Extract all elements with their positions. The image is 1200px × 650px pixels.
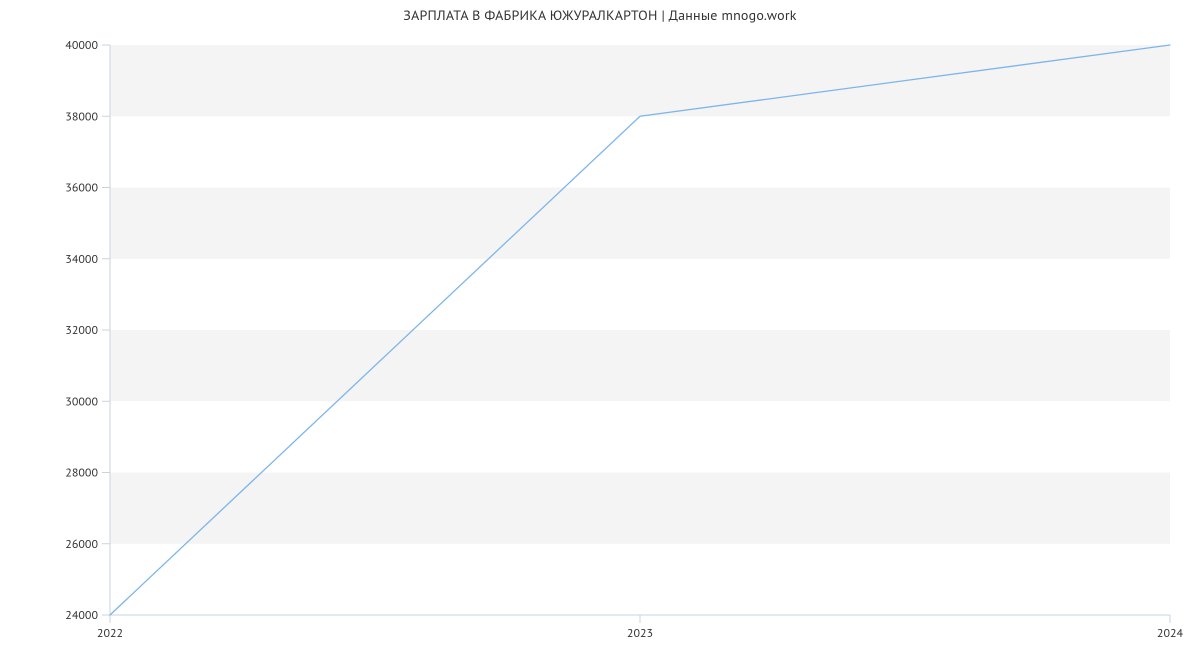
svg-text:2023: 2023 [627,626,653,641]
svg-text:36000: 36000 [65,181,98,196]
svg-text:24000: 24000 [65,608,98,623]
svg-text:40000: 40000 [65,38,98,53]
svg-text:38000: 38000 [65,109,98,124]
svg-text:2022: 2022 [97,626,123,641]
svg-text:26000: 26000 [65,537,98,552]
svg-text:32000: 32000 [65,323,98,338]
chart-svg: 24000 26000 28000 30000 32000 34000 36000 38000… [0,0,1200,650]
svg-text:34000: 34000 [65,252,98,267]
svg-text:30000: 30000 [65,394,98,409]
line-chart: ЗАРПЛАТА В ФАБРИКА ЮЖУРАЛКАРТОН | Данные… [0,0,1200,650]
svg-text:2024: 2024 [1157,626,1184,641]
svg-text:28000: 28000 [65,466,98,481]
